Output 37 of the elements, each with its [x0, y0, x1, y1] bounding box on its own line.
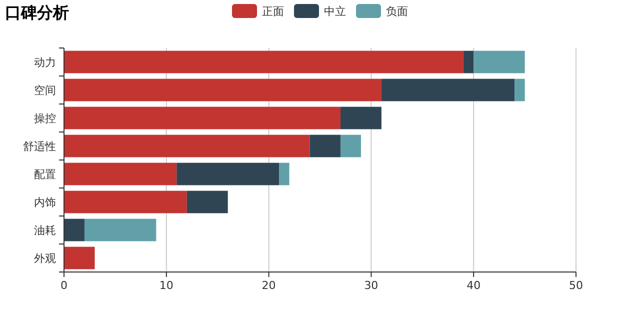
- y-tick-label: 空间: [34, 84, 56, 97]
- bar: [64, 106, 340, 130]
- y-tick-label: 配置: [34, 168, 56, 181]
- bar: [310, 134, 340, 158]
- bar: [381, 78, 515, 102]
- bar: [474, 50, 525, 74]
- bar: [64, 50, 464, 74]
- bar: [514, 78, 525, 102]
- bar: [64, 134, 310, 158]
- bar: [64, 162, 177, 186]
- bar: [64, 190, 187, 214]
- bar: [64, 246, 95, 270]
- x-tick-label: 20: [262, 279, 276, 292]
- x-tick-label: 10: [159, 279, 174, 292]
- bar: [340, 106, 382, 130]
- bar: [186, 190, 228, 214]
- bar: [340, 134, 361, 158]
- legend-label: 正面: [262, 5, 284, 18]
- y-tick-label: 动力: [34, 56, 56, 69]
- x-tick-label: 0: [60, 279, 68, 292]
- x-tick-label: 30: [364, 279, 378, 292]
- bar: [176, 162, 280, 186]
- y-tick-label: 操控: [34, 112, 56, 125]
- legend-label: 中立: [324, 5, 346, 18]
- bar: [64, 218, 84, 242]
- bar: [64, 78, 382, 102]
- bar: [279, 162, 290, 186]
- legend-label: 负面: [386, 5, 408, 18]
- x-tick-label: 50: [569, 279, 583, 292]
- x-tick-label: 40: [466, 279, 481, 292]
- bar: [463, 50, 474, 74]
- y-tick-label: 舒适性: [23, 140, 56, 153]
- chart-title: 口碑分析: [5, 3, 69, 22]
- bar: [84, 218, 156, 242]
- y-tick-label: 外观: [34, 252, 56, 265]
- y-tick-label: 内饰: [34, 196, 56, 209]
- y-tick-label: 油耗: [34, 224, 56, 237]
